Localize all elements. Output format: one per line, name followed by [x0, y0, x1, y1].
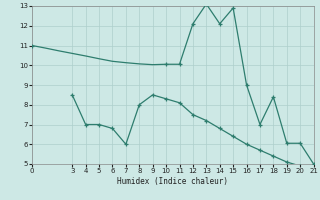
X-axis label: Humidex (Indice chaleur): Humidex (Indice chaleur) [117, 177, 228, 186]
